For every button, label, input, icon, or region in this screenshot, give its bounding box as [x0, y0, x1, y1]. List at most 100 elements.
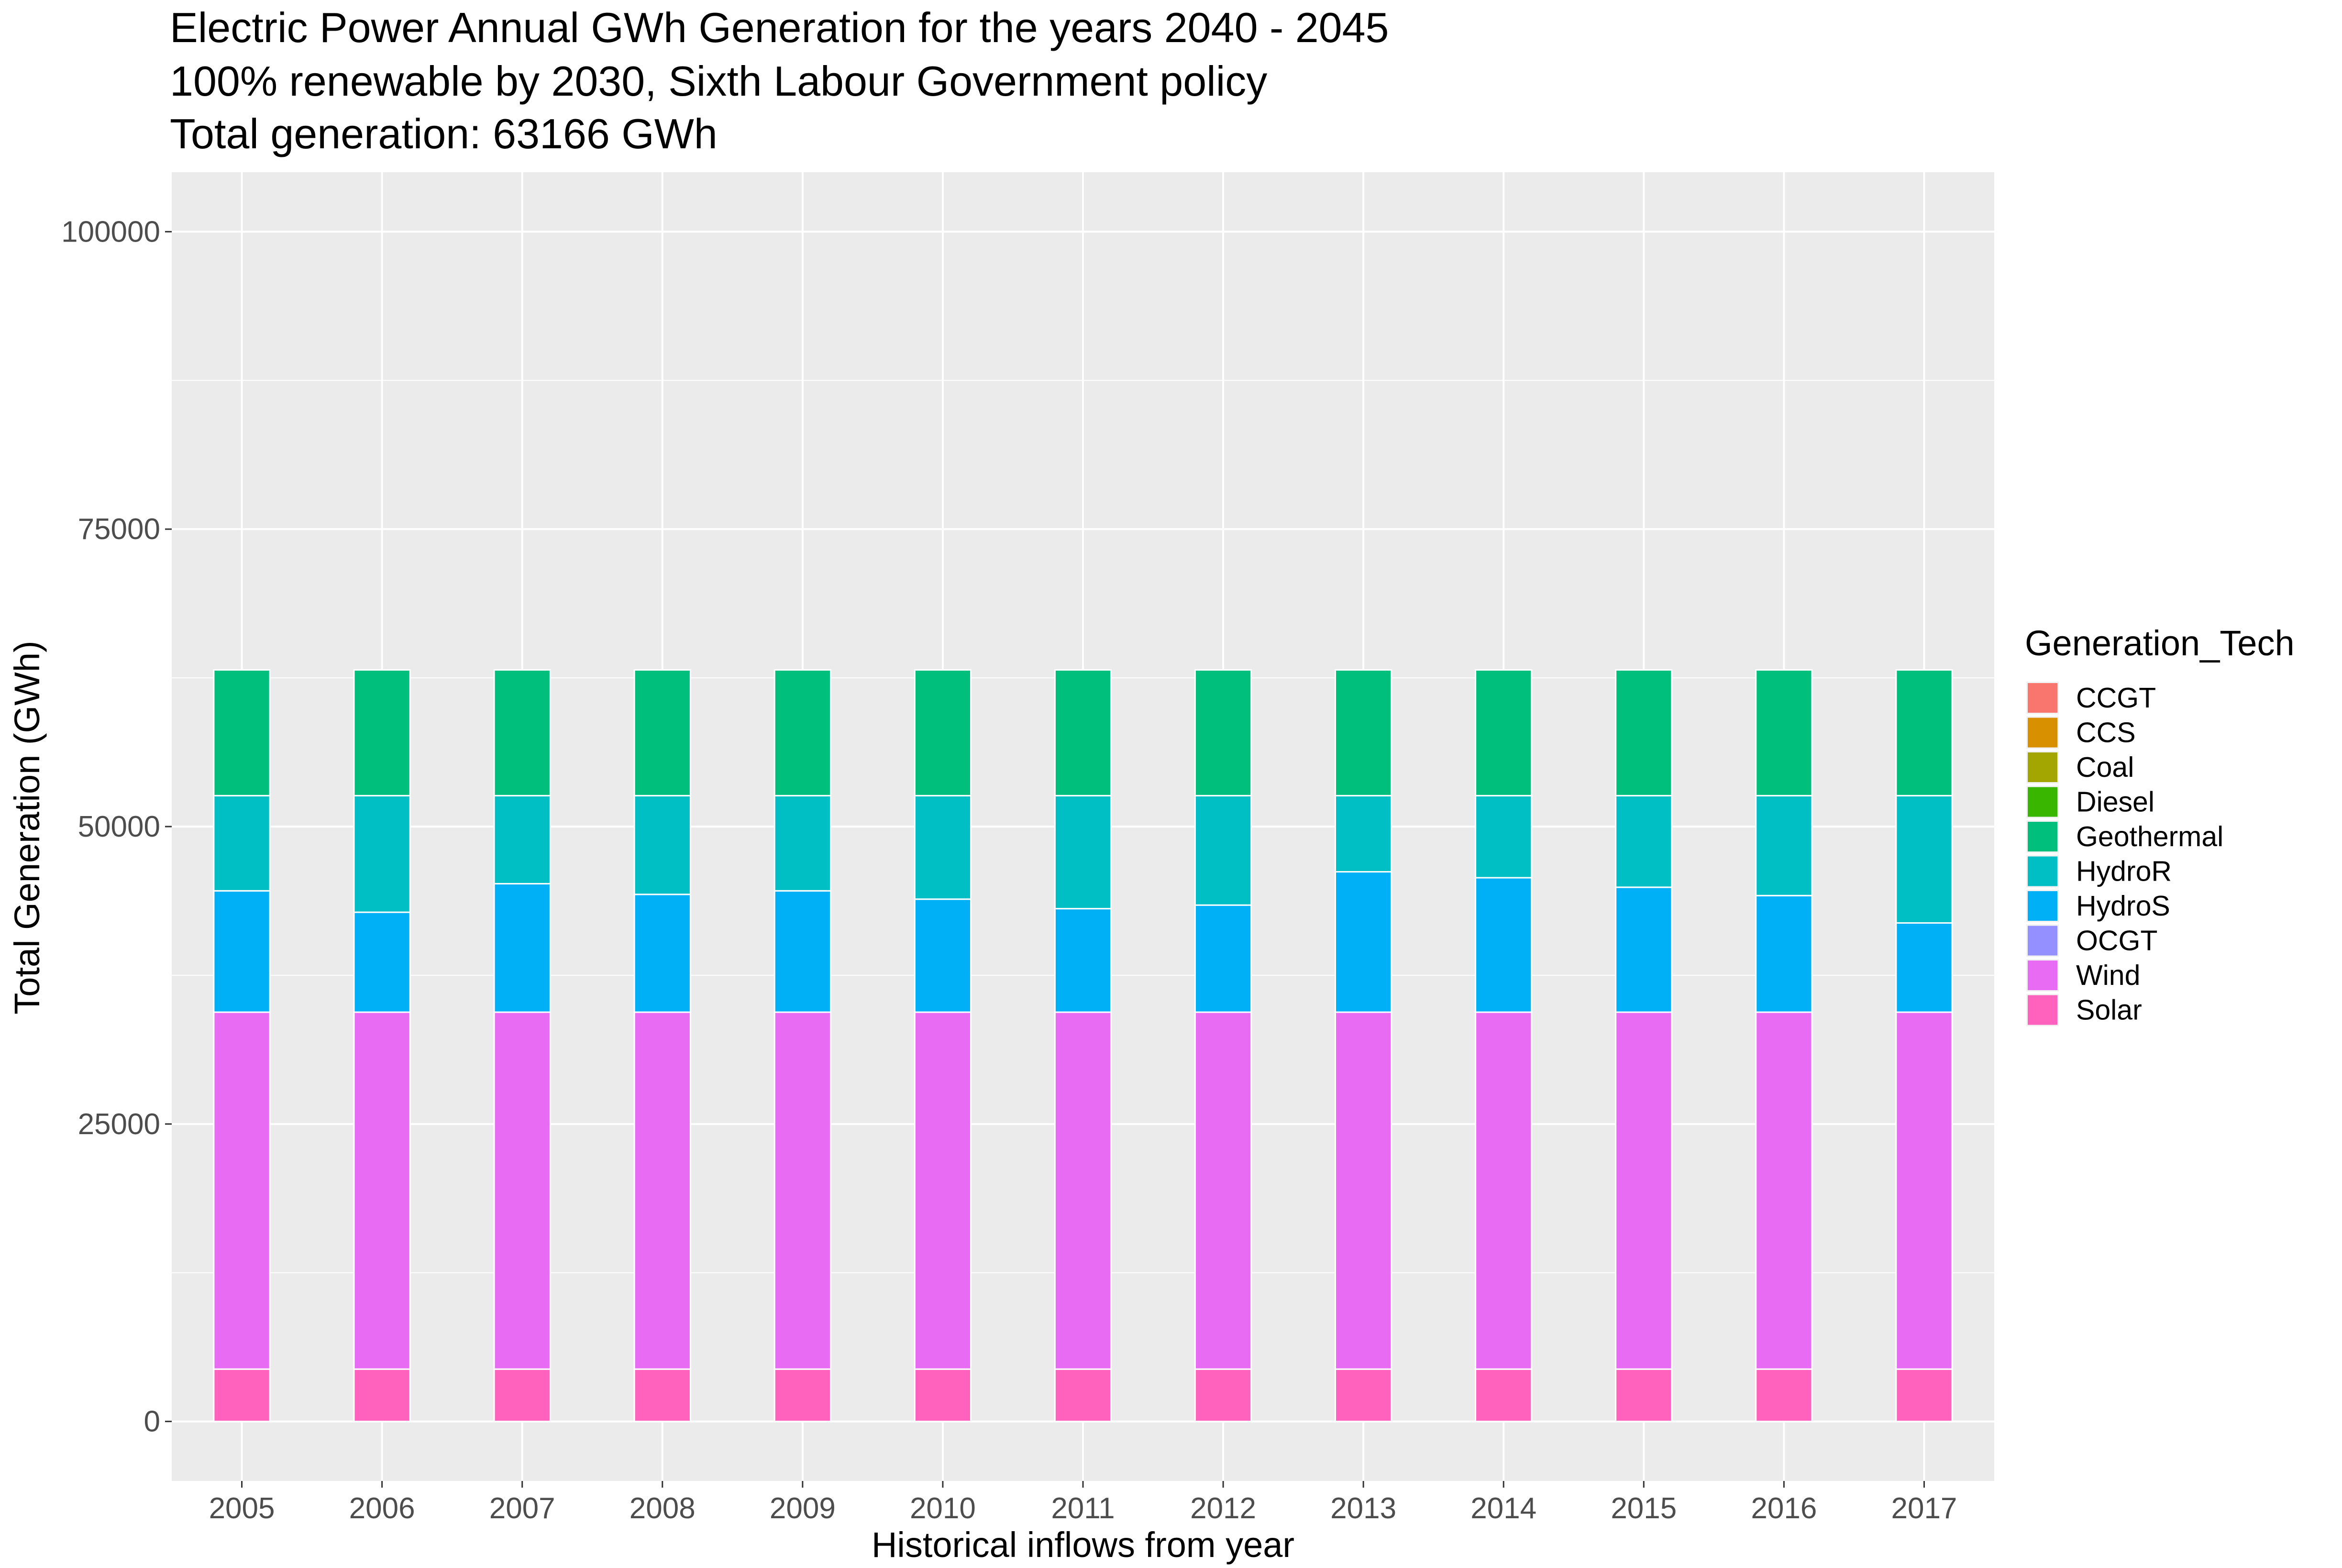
bar-hydror-2006 — [353, 795, 411, 913]
bar-wind-2005 — [213, 1011, 271, 1370]
y-tick-label: 75000 — [78, 513, 160, 546]
legend-swatch-diesel — [2028, 787, 2057, 817]
bar-hydror-2012 — [1194, 795, 1252, 906]
bar-hydros-2005 — [213, 890, 271, 1013]
x-tick-label: 2008 — [630, 1492, 696, 1525]
bar-solar-2013 — [1335, 1368, 1392, 1423]
legend-label-ccgt: CCGT — [2076, 682, 2156, 714]
bar-geothermal-2008 — [633, 669, 691, 796]
y-axis-title: Total Generation (GWh) — [7, 640, 47, 1014]
bar-solar-2014 — [1475, 1368, 1533, 1423]
bar-solar-2016 — [1755, 1368, 1813, 1423]
bar-hydros-2009 — [773, 890, 831, 1013]
legend-label-ccs: CCS — [2076, 717, 2136, 749]
bar-wind-2009 — [773, 1011, 831, 1370]
bar-geothermal-2014 — [1475, 669, 1533, 796]
bar-hydror-2013 — [1335, 795, 1392, 873]
x-tick-label: 2012 — [1190, 1492, 1256, 1525]
legend-label-hydros: HydroS — [2076, 890, 2170, 922]
bar-hydros-2006 — [353, 911, 411, 1013]
bar-hydros-2017 — [1895, 922, 1953, 1013]
bar-wind-2008 — [633, 1011, 691, 1370]
x-tick-label: 2009 — [770, 1492, 836, 1525]
legend-swatch-hydror — [2028, 856, 2057, 886]
bar-wind-2013 — [1335, 1011, 1392, 1370]
legend-title: Generation_Tech — [2025, 623, 2295, 663]
x-tick-label: 2005 — [209, 1492, 275, 1525]
bar-wind-2007 — [493, 1011, 551, 1370]
bar-geothermal-2009 — [773, 669, 831, 796]
bar-hydror-2015 — [1615, 795, 1673, 888]
legend-label-hydror: HydroR — [2076, 856, 2172, 887]
x-tick-label: 2010 — [910, 1492, 976, 1525]
title-line-2: 100% renewable by 2030, Sixth Labour Gov… — [170, 57, 1267, 105]
bar-wind-2011 — [1054, 1011, 1112, 1370]
x-axis: 2005 2006 2007 2008 2009 2010 2011 2012 2013 2014… — [209, 1481, 1957, 1525]
legend-label-coal: Coal — [2076, 751, 2134, 783]
y-axis: 0 25000 50000 75000 100000 — [61, 215, 172, 1438]
bar-wind-2016 — [1755, 1011, 1813, 1370]
x-tick-label: 2007 — [489, 1492, 555, 1525]
bar-hydror-2014 — [1475, 795, 1533, 879]
y-tick-label: 100000 — [61, 215, 160, 248]
y-tick-label: 25000 — [78, 1108, 160, 1141]
bar-wind-2012 — [1194, 1011, 1252, 1370]
bar-geothermal-2007 — [493, 669, 551, 796]
bar-hydror-2005 — [213, 795, 271, 892]
bar-hydros-2011 — [1054, 908, 1112, 1013]
y-tick-label: 0 — [144, 1405, 160, 1438]
bar-hydros-2013 — [1335, 871, 1392, 1013]
bar-solar-2005 — [213, 1368, 271, 1423]
legend-label-diesel: Diesel — [2076, 786, 2154, 818]
bar-solar-2015 — [1615, 1368, 1673, 1423]
bar-solar-2017 — [1895, 1368, 1953, 1423]
chart-title: Electric Power Annual GWh Generation for… — [170, 4, 1389, 157]
y-tick-label: 50000 — [78, 810, 160, 843]
bar-solar-2010 — [914, 1368, 972, 1423]
bar-wind-2006 — [353, 1011, 411, 1370]
bar-hydror-2008 — [633, 795, 691, 895]
legend-label-ocgt: OCGT — [2076, 925, 2157, 957]
bar-geothermal-2015 — [1615, 669, 1673, 796]
bar-wind-2014 — [1475, 1011, 1533, 1370]
bar-solar-2007 — [493, 1368, 551, 1423]
bar-solar-2008 — [633, 1368, 691, 1423]
bar-solar-2006 — [353, 1368, 411, 1423]
bar-hydros-2016 — [1755, 894, 1813, 1013]
legend-label-geothermal: Geothermal — [2076, 821, 2223, 852]
bar-hydros-2014 — [1475, 877, 1533, 1013]
bar-geothermal-2010 — [914, 669, 972, 796]
bar-hydros-2008 — [633, 894, 691, 1013]
legend-swatch-geothermal — [2028, 822, 2057, 851]
x-tick-label: 2006 — [349, 1492, 415, 1525]
bar-geothermal-2017 — [1895, 669, 1953, 796]
bar-wind-2010 — [914, 1011, 972, 1370]
legend-label-wind: Wind — [2076, 960, 2140, 991]
bar-wind-2017 — [1895, 1011, 1953, 1370]
bar-hydros-2010 — [914, 898, 972, 1013]
bar-geothermal-2016 — [1755, 669, 1813, 796]
legend: Generation_Tech CCGTCCSCoalDieselGeother… — [2025, 623, 2295, 1027]
x-tick-label: 2014 — [1470, 1492, 1536, 1525]
bars — [213, 669, 1953, 1423]
x-tick-label: 2013 — [1330, 1492, 1396, 1525]
legend-swatch-ccgt — [2028, 683, 2057, 713]
legend-swatch-coal — [2028, 752, 2057, 782]
legend-label-solar: Solar — [2076, 994, 2142, 1026]
bar-hydros-2015 — [1615, 886, 1673, 1013]
legend-swatch-solar — [2028, 995, 2057, 1025]
title-line-1: Electric Power Annual GWh Generation for… — [170, 4, 1389, 51]
bar-solar-2009 — [773, 1368, 831, 1423]
legend-swatch-wind — [2028, 961, 2057, 990]
bar-hydror-2011 — [1054, 795, 1112, 910]
bar-hydror-2010 — [914, 795, 972, 900]
bar-geothermal-2011 — [1054, 669, 1112, 796]
title-line-3: Total generation: 63166 GWh — [170, 110, 718, 157]
bar-hydror-2017 — [1895, 795, 1953, 924]
bar-geothermal-2013 — [1335, 669, 1392, 796]
bar-hydror-2007 — [493, 795, 551, 884]
bar-hydros-2012 — [1194, 904, 1252, 1013]
bar-hydror-2009 — [773, 795, 831, 892]
bar-geothermal-2005 — [213, 669, 271, 796]
